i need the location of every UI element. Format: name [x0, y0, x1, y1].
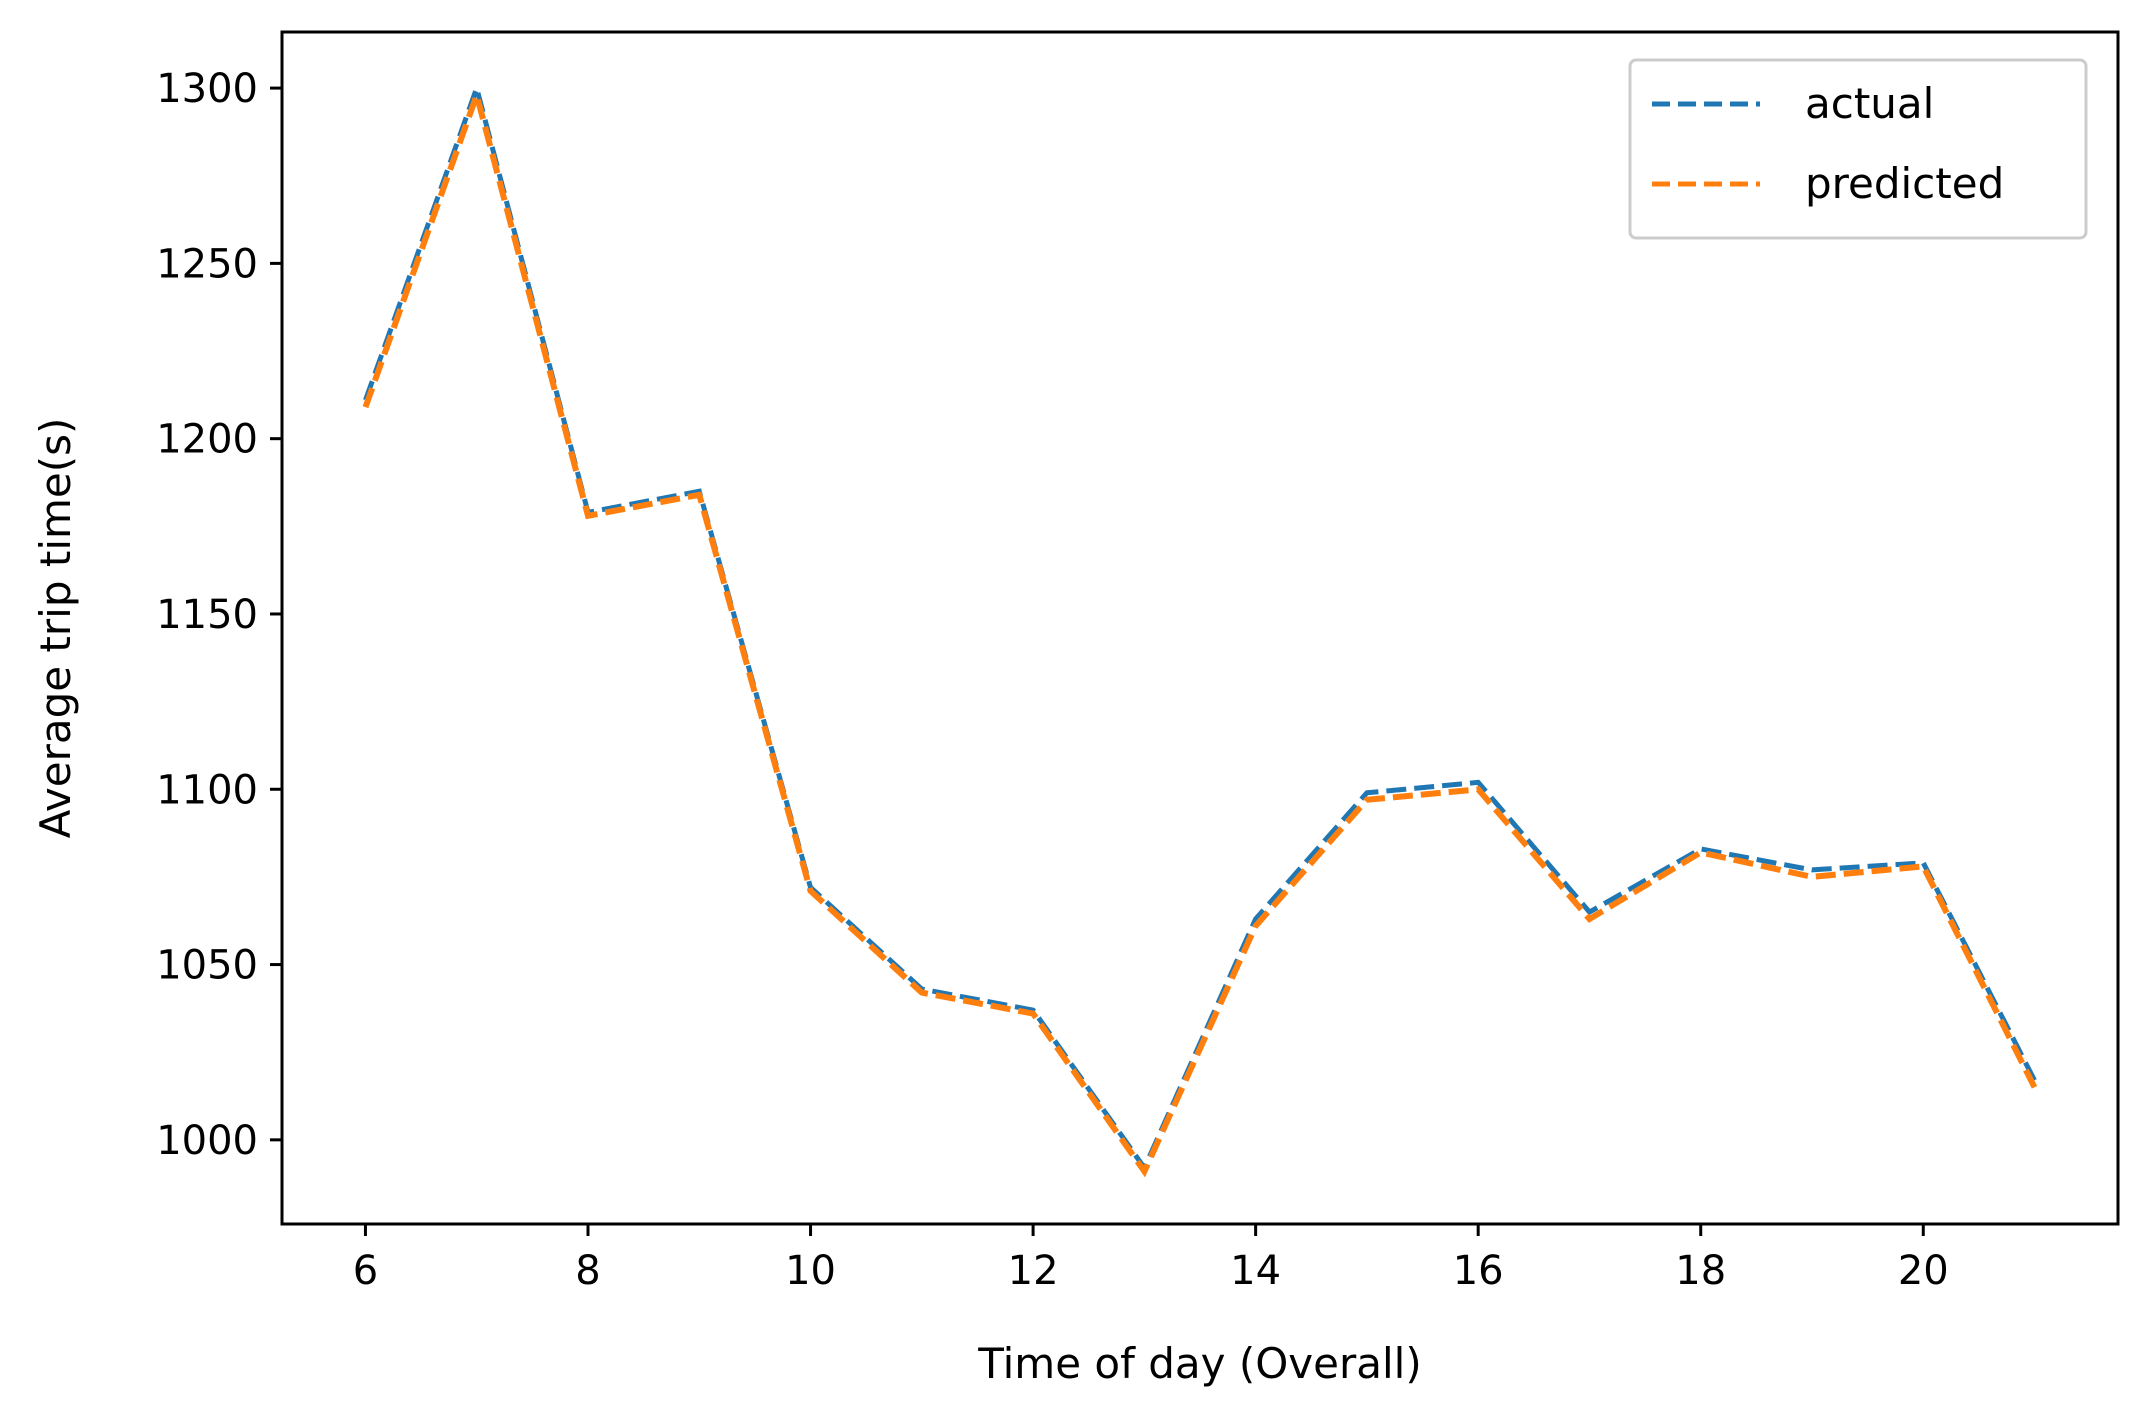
x-axis: 6 8 10 12 14 16 18 20 — [353, 1224, 1949, 1294]
x-tick-label: 8 — [575, 1248, 600, 1294]
series-lines — [362, 79, 2038, 1178]
x-tick-label: 6 — [353, 1248, 378, 1294]
plot-frame — [280, 30, 2120, 1226]
y-tick-label: 1100 — [156, 767, 258, 813]
legend: actual predicted — [1628, 58, 2088, 240]
y-tick-label: 1300 — [156, 66, 258, 112]
legend-label-predicted: predicted — [1805, 159, 2004, 208]
y-tick-label: 1050 — [156, 943, 258, 989]
x-axis-label: Time of day (Overall) — [977, 1339, 1421, 1388]
x-tick-label: 20 — [1898, 1248, 1949, 1294]
x-tick-label: 12 — [1008, 1248, 1059, 1294]
y-axis: 1000 1050 1100 1150 1200 1250 1300 — [156, 66, 282, 1164]
x-tick-label: 18 — [1675, 1248, 1726, 1294]
series-line-actual — [363, 79, 2037, 1173]
y-axis-label: Average trip time(s) — [31, 418, 80, 839]
x-tick-label: 10 — [785, 1248, 836, 1294]
x-tick-label: 14 — [1230, 1248, 1281, 1294]
legend-label-actual: actual — [1805, 79, 1934, 128]
series-line-predicted — [362, 84, 2038, 1178]
y-tick-label: 1150 — [156, 592, 258, 638]
y-tick-label: 1200 — [156, 417, 258, 463]
y-tick-label: 1000 — [156, 1118, 258, 1164]
y-tick-label: 1250 — [156, 241, 258, 287]
x-tick-label: 16 — [1453, 1248, 1504, 1294]
